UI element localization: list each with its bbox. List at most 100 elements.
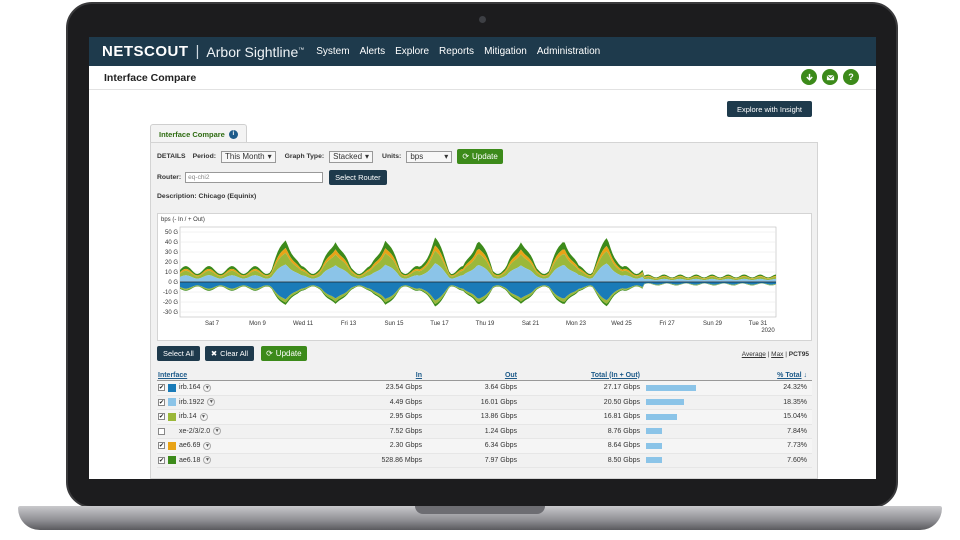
y-tick-label: 20 G xyxy=(165,260,178,266)
x-tick-label: Tue 17 xyxy=(430,321,449,327)
period-select[interactable]: This Month ▾ xyxy=(221,150,276,163)
interface-name[interactable]: ae6.69 xyxy=(179,442,201,450)
mail-icon[interactable] xyxy=(822,69,838,85)
table-row: xe-2/3/2.0 ▼ 7.52 Gbps 1.24 Gbps 8.76 Gb… xyxy=(157,425,812,439)
in-value: 23.54 Gbps xyxy=(385,384,422,392)
interface-name[interactable]: irb.1922 xyxy=(179,398,205,406)
total-bar xyxy=(646,399,684,406)
header-pct[interactable]: % Total xyxy=(777,371,802,379)
series-color-swatch xyxy=(168,456,176,465)
series-area-in-irb-164 xyxy=(180,282,776,301)
series-color-swatch xyxy=(168,383,176,392)
nav-explore[interactable]: Explore xyxy=(395,46,430,57)
x-tick-label: Sun 15 xyxy=(384,321,404,327)
series-color-swatch xyxy=(168,441,176,450)
x-tick-label: Fri 27 xyxy=(659,321,675,327)
chevron-down-icon: ▾ xyxy=(267,152,272,161)
total-bar xyxy=(646,384,696,391)
header-in[interactable]: In xyxy=(415,371,422,379)
chevron-down-icon[interactable]: ▼ xyxy=(213,427,222,436)
table-body: ✔ irb.164 ▼ 23.54 Gbps 3.64 Gbps 27.17 G… xyxy=(157,381,812,468)
total-value: 16.81 Gbps xyxy=(603,413,640,421)
refresh-icon: ⟳ xyxy=(266,349,273,358)
info-icon[interactable]: i xyxy=(228,129,238,139)
explore-with-insight-button[interactable]: Explore with Insight xyxy=(727,101,812,117)
help-icon[interactable]: ? xyxy=(843,69,859,85)
interface-table: Interface In Out Total (In + Out) % Tota… xyxy=(157,370,812,468)
select-router-button[interactable]: Select Router xyxy=(329,170,387,185)
download-icon[interactable] xyxy=(801,69,817,85)
period-label: Period: xyxy=(192,153,216,160)
chevron-down-icon[interactable]: ▼ xyxy=(203,383,212,392)
row-checkbox[interactable]: ✔ xyxy=(158,456,165,464)
update-button[interactable]: ⟳ Update xyxy=(457,149,503,164)
table-row: ✔ ae6.18 ▼ 528.86 Mbps 7.97 Gbps 8.50 Gb… xyxy=(157,454,812,468)
units-select[interactable]: bps ▾ xyxy=(406,150,453,163)
row-checkbox[interactable]: ✔ xyxy=(158,398,165,406)
y-tick-label: -10 G xyxy=(163,290,178,296)
chevron-down-icon[interactable]: ▼ xyxy=(207,398,216,407)
max-link[interactable]: Max xyxy=(771,351,784,358)
description: Description: Chicago (Equinix) xyxy=(157,193,257,200)
row-checkbox[interactable]: ✔ xyxy=(158,413,165,421)
out-value: 6.34 Gbps xyxy=(484,442,517,450)
details-row: DETAILS Period: This Month ▾ Graph Type: … xyxy=(157,149,503,164)
interface-name[interactable]: irb.164 xyxy=(179,384,201,392)
y-tick-label: 30 G xyxy=(165,250,178,256)
stat-separator-2: | xyxy=(785,351,787,358)
out-value: 7.97 Gbps xyxy=(484,456,517,464)
chevron-down-icon: ▾ xyxy=(444,152,449,161)
in-value: 528.86 Mbps xyxy=(381,456,422,464)
refresh-icon: ⟳ xyxy=(462,152,470,161)
router-label: Router: xyxy=(157,174,182,181)
row-checkbox[interactable]: ✔ xyxy=(158,384,165,392)
series-area-in-ae6-18 xyxy=(180,283,776,307)
y-tick-label: 40 G xyxy=(165,240,178,246)
chart-svg: 50 G 40 G 30 G 20 G 10 G 0 G -10 G -20 G -30 G Sa… xyxy=(163,226,777,334)
total-value: 8.76 Gbps xyxy=(607,427,640,435)
main-nav: System Alerts Explore Reports Mitigation… xyxy=(316,46,600,57)
traffic-chart: bps (- In / + Out) 50 G 40 G 30 G 20 G 10 G 0… xyxy=(157,213,812,341)
chevron-down-icon[interactable]: ▼ xyxy=(199,412,208,421)
out-value: 3.64 Gbps xyxy=(484,384,517,392)
nav-system[interactable]: System xyxy=(316,46,350,57)
clear-all-button[interactable]: ✖ Clear All xyxy=(204,346,255,361)
header-interface[interactable]: Interface xyxy=(158,371,188,379)
header-out[interactable]: Out xyxy=(504,371,517,379)
router-input[interactable]: eq-chi2 xyxy=(185,172,324,183)
chevron-down-icon: ▾ xyxy=(365,152,370,161)
nav-mitigation[interactable]: Mitigation xyxy=(484,46,527,57)
nav-administration[interactable]: Administration xyxy=(536,46,601,57)
interface-name[interactable]: ae6.18 xyxy=(179,456,201,464)
units-label: Units: xyxy=(382,153,402,160)
chevron-down-icon[interactable]: ▼ xyxy=(203,441,212,450)
x-tick-label: Wed 11 xyxy=(293,321,314,327)
graph-type-select[interactable]: Stacked ▾ xyxy=(329,150,374,163)
in-value: 2.30 Gbps xyxy=(389,442,422,450)
logo-divider: | xyxy=(195,43,200,60)
page-title: Interface Compare xyxy=(104,71,197,84)
header-actions: ? xyxy=(801,69,859,85)
select-all-button[interactable]: Select All xyxy=(157,346,200,361)
pct-value: 7.84% xyxy=(787,427,807,435)
row-checkbox[interactable] xyxy=(158,427,165,435)
interface-name[interactable]: xe-2/3/2.0 xyxy=(179,427,211,435)
row-checkbox[interactable]: ✔ xyxy=(158,442,165,450)
average-link[interactable]: Average xyxy=(741,351,766,358)
nav-reports[interactable]: Reports xyxy=(439,46,475,57)
close-icon: ✖ xyxy=(210,349,218,358)
table-update-button[interactable]: ⟳ Update xyxy=(261,346,307,361)
chevron-down-icon[interactable]: ▼ xyxy=(203,456,212,465)
netscout-logo[interactable]: NETSCOUT xyxy=(102,43,189,60)
total-bar xyxy=(646,428,662,435)
table-row: ✔ irb.1922 ▼ 4.49 Gbps 16.01 Gbps 20.50 … xyxy=(157,396,812,410)
x-tick-label: Sat 7 xyxy=(205,321,220,327)
series-area-ae6-18 xyxy=(180,237,776,279)
x-tick-label: Tue 31 xyxy=(749,321,768,327)
tab-interface-compare[interactable]: Interface Compare i xyxy=(150,124,247,143)
nav-alerts[interactable]: Alerts xyxy=(359,46,386,57)
sort-arrow-icon: ↓ xyxy=(803,371,808,379)
details-label: DETAILS xyxy=(157,153,186,160)
interface-name[interactable]: irb.14 xyxy=(179,413,197,421)
header-total[interactable]: Total (In + Out) xyxy=(590,371,640,379)
